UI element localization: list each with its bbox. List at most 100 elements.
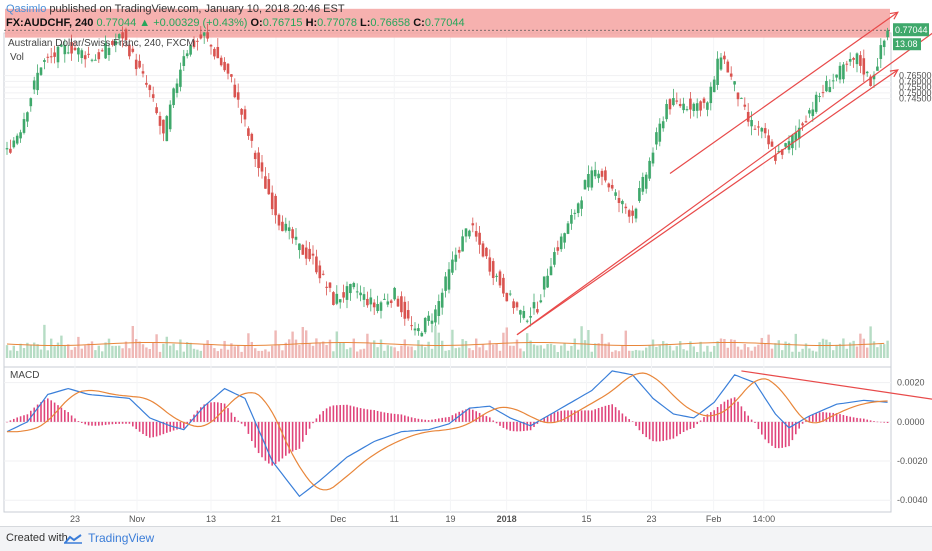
volume-bar: [791, 351, 794, 358]
candle-body: [90, 59, 94, 61]
candle-body: [457, 249, 461, 253]
volume-bar: [135, 339, 138, 358]
candle-body: [223, 61, 226, 71]
candle-body: [298, 243, 301, 251]
candle-body: [522, 310, 526, 318]
volume-bar: [152, 342, 155, 358]
volume-bar: [267, 351, 270, 358]
histogram-bar: [512, 421, 515, 432]
candle-body: [695, 103, 699, 111]
volume-bar: [478, 347, 481, 358]
histogram-bar: [509, 421, 511, 431]
candle-body: [386, 301, 390, 305]
candle-body: [797, 127, 801, 139]
volume-bar: [417, 340, 420, 358]
volume-bar: [682, 349, 685, 358]
volume-bar: [600, 333, 604, 358]
histogram-bar: [101, 421, 103, 426]
volume-bar: [77, 336, 80, 358]
histogram-bar: [869, 420, 872, 422]
volume-bar: [359, 349, 362, 358]
volume-bar: [767, 334, 770, 358]
volume-bar: [322, 341, 325, 358]
candle-body: [692, 103, 696, 111]
candle-body: [801, 123, 804, 126]
macd-tick-label: 0.0000: [897, 417, 925, 427]
volume-bar: [124, 341, 128, 358]
histogram-bar: [761, 421, 763, 435]
histogram-bar: [842, 415, 845, 422]
symbol-label[interactable]: FX:AUDCHF, 240: [6, 17, 94, 29]
histogram-bar: [64, 410, 66, 422]
time-tick-label: 2018: [497, 514, 517, 524]
candle-body: [206, 32, 209, 39]
volume-bar: [5, 345, 9, 358]
candle-body: [451, 259, 454, 273]
volume-bar: [315, 338, 318, 358]
close-label: C:: [413, 17, 425, 29]
histogram-bar: [251, 421, 253, 442]
histogram-bar: [693, 421, 695, 428]
volume-bar: [84, 345, 87, 358]
tradingview-brand[interactable]: TradingView: [64, 531, 154, 545]
volume-bar: [662, 341, 665, 358]
histogram-bar: [47, 398, 49, 422]
candle-body: [549, 266, 553, 276]
candle-body: [767, 135, 770, 145]
author-link[interactable]: Qasimlo: [6, 3, 47, 15]
histogram-bar: [621, 413, 624, 422]
candle-body: [304, 247, 308, 259]
candle-body: [719, 57, 723, 70]
volume-bar: [481, 344, 485, 358]
histogram-bar: [638, 421, 641, 431]
histogram-bar: [468, 408, 471, 422]
candle-body: [794, 132, 798, 142]
histogram-bar: [217, 402, 219, 422]
volume-bar: [883, 344, 886, 358]
histogram-bar: [128, 421, 131, 424]
histogram-bar: [516, 421, 518, 432]
time-tick-label: 13: [206, 514, 216, 524]
volume-bar: [33, 342, 36, 358]
candle-body: [532, 302, 536, 309]
trend-line: [516, 69, 899, 336]
candle-body: [872, 74, 876, 80]
volume-bar: [73, 347, 77, 358]
candle-body: [542, 276, 546, 290]
histogram-bar: [91, 421, 93, 426]
histogram-bar: [159, 421, 161, 436]
volume-bar: [794, 333, 797, 358]
histogram-bar: [291, 421, 294, 452]
histogram-bar: [863, 418, 865, 422]
candle-body: [627, 210, 631, 217]
histogram-bar: [594, 409, 596, 422]
volume-bar: [832, 350, 835, 358]
histogram-bar: [669, 421, 671, 440]
volume-bar: [866, 347, 869, 358]
candle-body: [702, 98, 706, 103]
candle-body: [838, 65, 842, 80]
volume-bar: [158, 351, 162, 358]
volume-bar: [383, 350, 386, 358]
volume-bar: [621, 345, 624, 358]
histogram-bar: [247, 421, 250, 434]
volume-bar: [403, 339, 406, 358]
histogram-bar: [40, 402, 42, 422]
histogram-bar: [121, 421, 124, 424]
candle-body: [111, 41, 114, 45]
candle-body: [682, 103, 685, 111]
volume-bar: [590, 351, 593, 358]
candle-body: [284, 223, 288, 231]
volume-bar: [260, 350, 264, 358]
histogram-bar: [302, 421, 304, 442]
volume-bar: [101, 351, 104, 358]
volume-bar: [743, 343, 746, 358]
histogram-bar: [57, 405, 59, 422]
volume-bar: [774, 343, 777, 358]
histogram-bar: [111, 421, 114, 425]
candle-body: [287, 227, 291, 232]
candle-body: [440, 292, 444, 308]
histogram-bar: [784, 421, 787, 448]
histogram-bar: [237, 420, 239, 422]
